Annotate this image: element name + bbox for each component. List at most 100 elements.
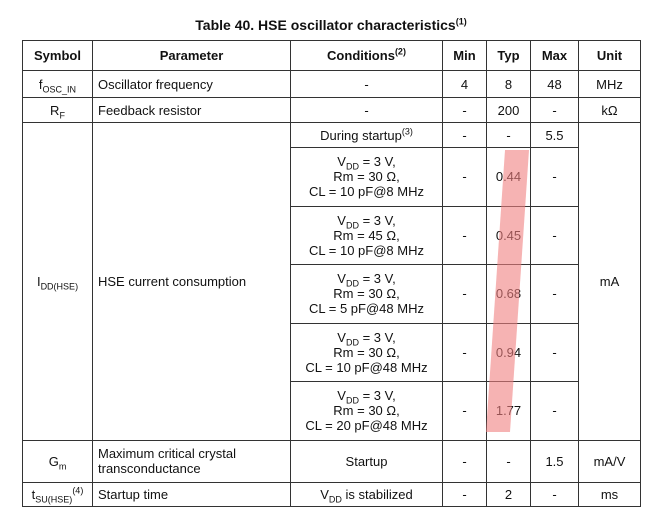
conditions: V <box>337 329 346 345</box>
parameter-cell: Maximum critical crystal transconductanc… <box>92 439 291 483</box>
parameter-cell: Startup time <box>92 481 291 507</box>
conditions-cell: VDD is stabilized <box>290 481 443 507</box>
conditions: V <box>337 271 346 287</box>
parameter-cell: HSE current consumption <box>92 122 291 441</box>
row: fOSC_IN Oscillator frequency - 4 8 48 MH… <box>22 70 641 98</box>
conditions-cell: VDD = 3 V, Rm = 30 Ω, CL = 10 pF@48 MHz <box>290 322 443 382</box>
conditions: During startup <box>320 127 402 143</box>
min-cell: - <box>442 322 487 382</box>
unit-cell: mA/V <box>578 439 641 483</box>
typ-cell: 0.94 <box>486 322 531 382</box>
conditions-cell: VDD = 3 V, Rm = 30 Ω, CL = 5 pF@48 MHz <box>290 264 443 324</box>
conditions: = 3 V, <box>358 154 396 170</box>
conditions: CL = 5 pF@48 MHz <box>309 301 424 317</box>
max-cell: 1.5 <box>530 439 579 483</box>
max-cell: 5.5 <box>530 122 579 148</box>
conditions-cell: - <box>290 97 443 123</box>
header-cell: Typ <box>486 40 531 71</box>
conditions: V <box>337 388 346 404</box>
conditions: CL = 10 pF@8 MHz <box>309 242 424 258</box>
min-cell: - <box>442 147 487 207</box>
symbol: I <box>36 273 41 289</box>
conditions: V <box>337 212 346 228</box>
typ-cell: - <box>486 439 531 483</box>
conditions: = 3 V, <box>358 388 396 404</box>
min-cell: 4 <box>442 70 487 98</box>
min-cell: - <box>442 97 487 123</box>
unit-cell: mA <box>578 122 641 441</box>
header-cell: Unit <box>578 40 641 71</box>
symbol-cell: Gm <box>22 439 93 483</box>
symbol-cell: fOSC_IN <box>22 70 93 98</box>
conditions: Rm = 30 Ω, <box>333 169 400 185</box>
max-cell: - <box>530 205 579 265</box>
conditions: Rm = 30 Ω, <box>333 403 400 419</box>
header-text: Conditions <box>327 48 395 63</box>
conditions: CL = 10 pF@48 MHz <box>305 359 428 375</box>
symbol: G <box>48 453 59 469</box>
conditions-sub: DD <box>345 395 359 406</box>
symbol-note: (4) <box>72 485 84 496</box>
conditions: V <box>320 486 329 502</box>
min-cell: - <box>442 205 487 265</box>
min-cell: - <box>442 439 487 483</box>
conditions: = 3 V, <box>358 212 396 228</box>
conditions-cell: Startup <box>290 439 443 483</box>
typ-cell: 0.45 <box>486 205 531 265</box>
row: RF Feedback resistor - - 200 - kΩ <box>22 97 641 123</box>
typ-cell: 1.77 <box>486 381 531 441</box>
symbol-sub: DD(HSE) <box>40 281 79 292</box>
unit-cell: ms <box>578 481 641 507</box>
min-cell: - <box>442 264 487 324</box>
max-cell: - <box>530 264 579 324</box>
conditions: Rm = 30 Ω, <box>333 286 400 302</box>
typ-cell: 2 <box>486 481 531 507</box>
typ-cell: 200 <box>486 97 531 123</box>
row: Gm Maximum critical crystal transconduct… <box>22 439 641 483</box>
row: IDD(HSE) HSE current consumption During … <box>22 122 641 441</box>
symbol: t <box>31 486 36 502</box>
symbol-sub: OSC_IN <box>42 84 77 95</box>
conditions: = 3 V, <box>358 271 396 287</box>
symbol-cell: tSU(HSE)(4) <box>22 481 93 507</box>
max-cell: - <box>530 322 579 382</box>
max-cell: - <box>530 97 579 123</box>
header-cell: Max <box>530 40 579 71</box>
typ-cell: 8 <box>486 70 531 98</box>
conditions-sub: DD <box>328 494 342 505</box>
conditions-cell: VDD = 3 V, Rm = 30 Ω, CL = 10 pF@8 MHz <box>290 147 443 207</box>
conditions-cell: VDD = 3 V, Rm = 30 Ω, CL = 20 pF@48 MHz <box>290 381 443 441</box>
unit-cell: MHz <box>578 70 641 98</box>
characteristics-table: Symbol Parameter Conditions(2) Min Typ M… <box>22 40 641 507</box>
symbol-sub: F <box>59 110 65 121</box>
table-title: Table 40. HSE oscillator characteristics… <box>0 17 662 33</box>
header-cell: Symbol <box>22 40 93 71</box>
conditions: = 3 V, <box>358 329 396 345</box>
parameter-cell: Oscillator frequency <box>92 70 291 98</box>
max-cell: - <box>530 147 579 207</box>
min-cell: - <box>442 481 487 507</box>
header-cell: Parameter <box>92 40 291 71</box>
symbol-sub: SU(HSE) <box>35 494 73 505</box>
header-cell: Min <box>442 40 487 71</box>
conditions-sub: DD <box>345 337 359 348</box>
conditions: V <box>337 154 346 170</box>
parameter-cell: Feedback resistor <box>92 97 291 123</box>
symbol-sub: m <box>58 461 67 472</box>
typ-cell: - <box>486 122 531 148</box>
max-cell: - <box>530 481 579 507</box>
conditions: CL = 20 pF@48 MHz <box>305 418 428 434</box>
conditions-cell: VDD = 3 V, Rm = 45 Ω, CL = 10 pF@8 MHz <box>290 205 443 265</box>
symbol-cell: IDD(HSE) <box>22 122 93 441</box>
header-note: (2) <box>394 46 406 57</box>
min-cell: - <box>442 381 487 441</box>
conditions: Rm = 45 Ω, <box>333 227 400 243</box>
header-row: Symbol Parameter Conditions(2) Min Typ M… <box>22 40 641 71</box>
typ-cell: 0.44 <box>486 147 531 207</box>
max-cell: - <box>530 381 579 441</box>
symbol: f <box>38 76 43 92</box>
conditions: CL = 10 pF@8 MHz <box>309 184 424 200</box>
conditions: Rm = 30 Ω, <box>333 344 400 360</box>
title-note: (1) <box>455 16 467 27</box>
